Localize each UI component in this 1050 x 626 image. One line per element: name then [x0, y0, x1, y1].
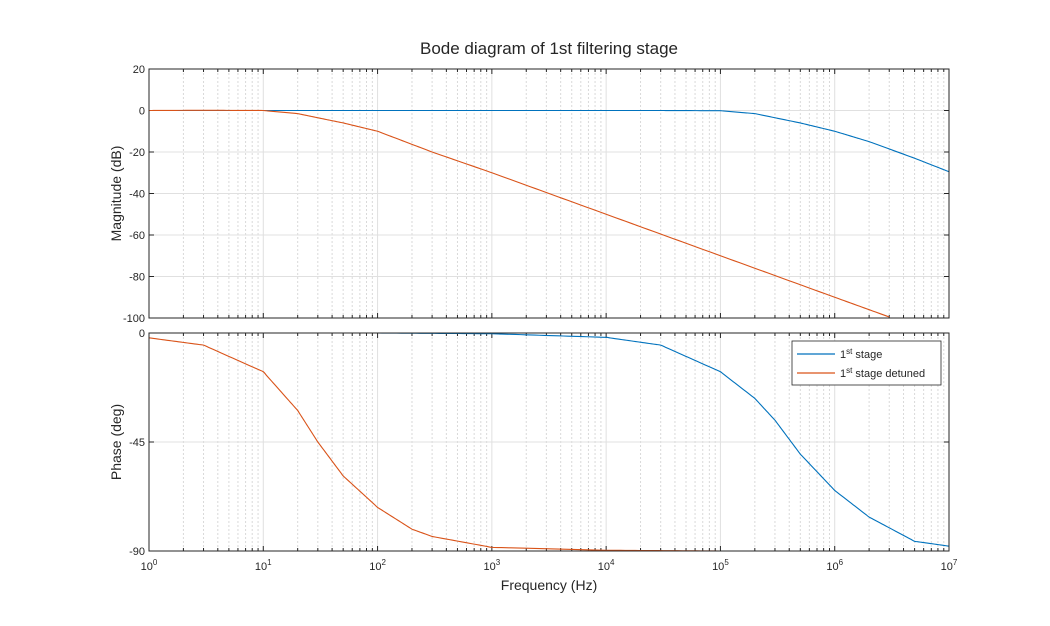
series-line-2 [149, 337, 949, 551]
y-tick-label: 0 [139, 106, 145, 118]
x-tick-base: 10 [141, 561, 153, 573]
x-tick-label: 100 [141, 558, 158, 573]
axes-box [148, 332, 950, 552]
y-tick-label: -20 [129, 147, 145, 159]
x-tick-exponent: 2 [381, 558, 386, 567]
legend-entry-2: 1st stage detuned [840, 366, 925, 380]
x-tick-base: 10 [484, 561, 496, 573]
y-tick-label: 20 [133, 64, 145, 76]
x-tick-label: 105 [712, 558, 729, 573]
x-tick-base: 10 [712, 561, 724, 573]
x-tick-base: 10 [598, 561, 610, 573]
legend-entry-rest: stage detuned [852, 368, 925, 380]
legend-entry-base: 1 [840, 368, 846, 380]
x-tick-base: 10 [255, 561, 267, 573]
axes-box [148, 68, 950, 319]
x-tick-base: 10 [826, 561, 838, 573]
x-tick-label: 107 [941, 558, 958, 573]
legend-entry-base: 1 [840, 349, 846, 361]
x-tick-exponent: 4 [610, 558, 615, 567]
y-tick-label: -40 [129, 189, 145, 201]
y-tick-label: -45 [129, 437, 145, 449]
x-axis-label: Frequency (Hz) [501, 577, 597, 593]
x-tick-base: 10 [941, 561, 953, 573]
y-tick-label: -60 [129, 230, 145, 242]
y-tick-label: -100 [123, 313, 145, 325]
x-tick-label: 104 [598, 558, 615, 573]
panel-phase: 0 -45 -90 Phase (deg) [108, 328, 950, 558]
x-tick-label: 102 [369, 558, 386, 573]
x-tick-label: 101 [255, 558, 272, 573]
y-axis-label: Magnitude (dB) [108, 146, 124, 242]
chart-title: Bode diagram of 1st filtering stage [420, 39, 678, 58]
y-tick-label: -90 [129, 546, 145, 558]
x-tick-base: 10 [369, 561, 381, 573]
y-tick-label: 0 [139, 328, 145, 340]
x-tick-exponent: 0 [153, 558, 158, 567]
series-line-1 [149, 109, 949, 173]
x-tick-exponent: 1 [267, 558, 272, 567]
legend-entry-sup: st [846, 347, 853, 356]
legend-entry-sup: st [846, 366, 853, 375]
legend-entry-1: 1st stage [840, 347, 882, 361]
x-tick-exponent: 5 [724, 558, 729, 567]
y-axis-label: Phase (deg) [108, 404, 124, 480]
y-tick-label: -80 [129, 272, 145, 284]
legend-entry-rest: stage [852, 349, 882, 361]
x-tick-exponent: 6 [839, 558, 844, 567]
x-tick-label: 103 [484, 558, 501, 573]
legend-box [791, 340, 942, 386]
series-line-2 [149, 109, 890, 318]
x-tick-exponent: 7 [953, 558, 958, 567]
x-tick-label: 106 [826, 558, 843, 573]
panel-magnitude: 20 0 -20 -40 -60 -80 -100 Magnitude (dB) [108, 64, 950, 325]
x-tick-exponent: 3 [496, 558, 501, 567]
